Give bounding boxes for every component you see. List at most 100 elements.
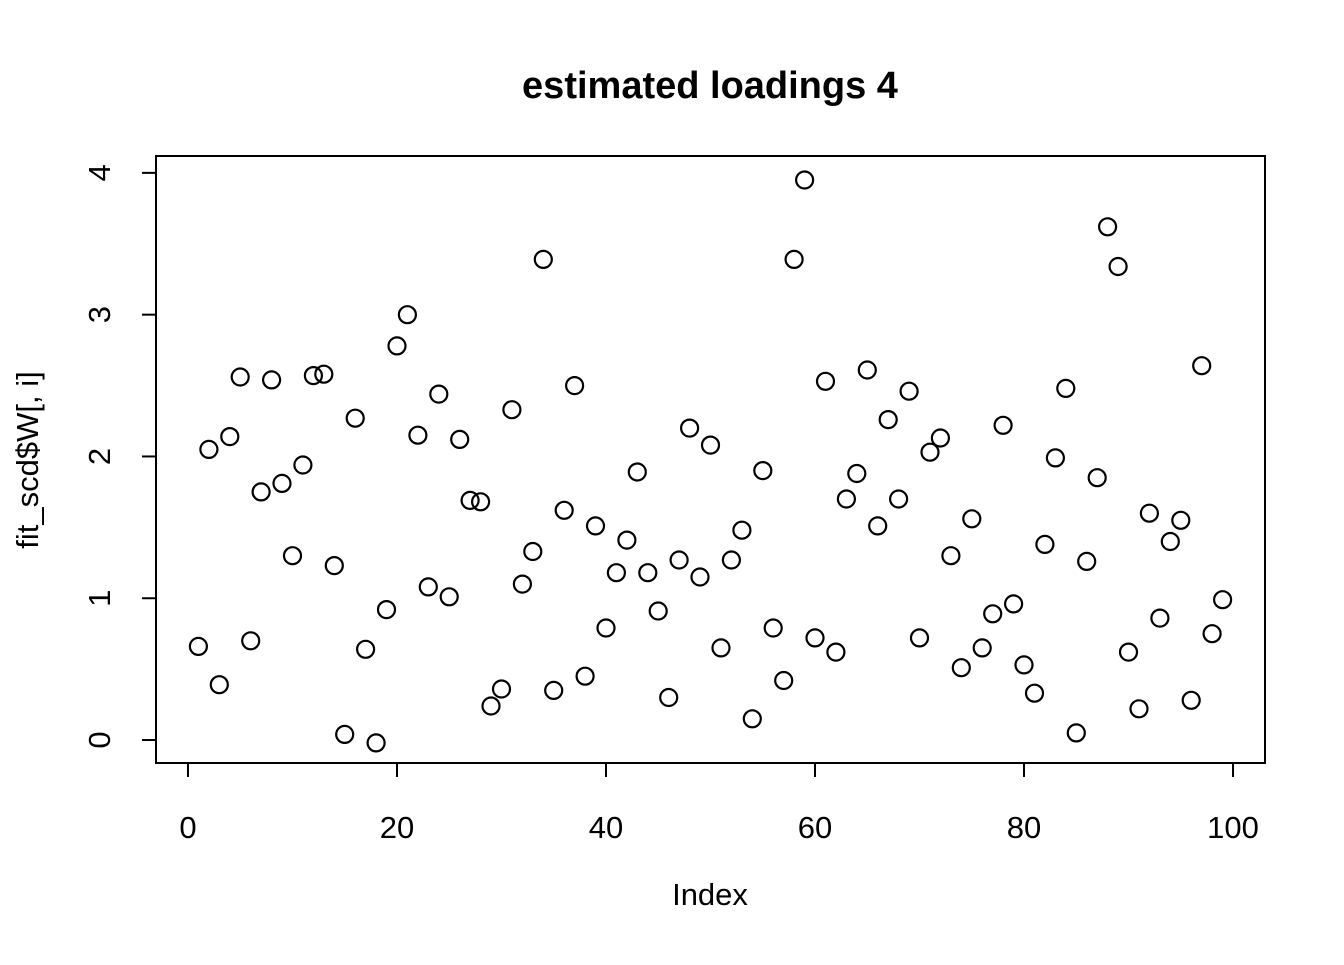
y-tick-label: 4 <box>82 164 117 181</box>
data-point <box>564 376 585 396</box>
data-point <box>1118 642 1139 662</box>
data-point <box>1003 594 1024 614</box>
data-point <box>868 516 888 536</box>
data-point <box>1202 624 1222 644</box>
data-point <box>575 666 595 686</box>
data-point <box>1077 551 1097 572</box>
data-point <box>669 550 689 570</box>
data-point <box>460 490 480 510</box>
data-point <box>742 709 762 729</box>
x-tick-label: 0 <box>179 810 196 845</box>
data-point <box>450 429 470 449</box>
y-axis-tick-labels: 0 1 2 3 4 <box>82 164 117 748</box>
data-point <box>690 567 710 587</box>
x-tick-label: 20 <box>380 810 414 845</box>
data-point <box>314 364 334 384</box>
data-point <box>993 415 1013 435</box>
data-point <box>356 639 376 659</box>
data-point <box>439 587 459 607</box>
data-point <box>1139 503 1160 523</box>
data-point <box>209 675 229 695</box>
y-axis-ticks <box>142 171 156 742</box>
y-axis-label: fit_scd$W[, i] <box>10 371 45 548</box>
data-point <box>1150 608 1170 628</box>
data-point <box>909 628 930 648</box>
data-point <box>1087 468 1107 488</box>
data-point <box>1066 723 1086 743</box>
data-point <box>1212 590 1233 610</box>
data-point <box>293 455 313 475</box>
data-point <box>732 520 752 540</box>
data-point <box>648 601 668 621</box>
data-point <box>700 435 721 455</box>
data-point <box>1056 378 1076 398</box>
data-point <box>303 366 323 386</box>
data-point <box>784 249 804 269</box>
data-point <box>899 381 919 401</box>
data-point <box>596 618 616 638</box>
data-point <box>345 408 365 428</box>
data-point <box>857 360 877 380</box>
data-point <box>805 628 825 648</box>
data-point <box>951 658 971 678</box>
data-point <box>366 733 386 753</box>
data-point <box>962 509 982 529</box>
data-point <box>335 724 355 745</box>
y-tick-label: 2 <box>82 448 117 465</box>
data-point <box>794 170 815 190</box>
data-point <box>983 604 1003 624</box>
data-point <box>627 462 647 482</box>
data-point <box>376 599 397 620</box>
data-point <box>418 577 438 597</box>
data-point <box>888 489 909 509</box>
data-point <box>606 563 627 583</box>
data-point <box>711 638 731 658</box>
x-axis-ticks <box>186 763 1235 777</box>
data-point <box>972 638 992 658</box>
data-point <box>826 642 846 662</box>
data-point <box>408 425 428 445</box>
data-point <box>930 428 951 448</box>
data-point <box>544 680 564 701</box>
data-point <box>659 687 679 708</box>
data-point <box>774 670 794 691</box>
x-axis-label: Index <box>672 877 748 912</box>
data-point <box>387 336 407 356</box>
data-point <box>847 463 867 484</box>
data-point <box>1108 256 1128 277</box>
data-point <box>638 563 658 583</box>
x-tick-label: 100 <box>1207 810 1259 845</box>
data-point <box>1097 217 1118 237</box>
x-tick-label: 40 <box>589 810 623 845</box>
data-point <box>554 500 574 520</box>
data-point <box>429 384 449 404</box>
data-point <box>679 418 700 438</box>
data-point <box>1129 699 1149 719</box>
data-point <box>397 305 417 325</box>
x-tick-label: 60 <box>798 810 832 845</box>
y-tick-label: 0 <box>82 731 117 748</box>
data-point <box>220 427 240 447</box>
data-point <box>533 249 553 269</box>
data-point <box>1045 448 1066 468</box>
data-point <box>1192 356 1212 376</box>
data-point <box>585 516 606 536</box>
data-point <box>920 442 940 462</box>
data-point <box>763 618 783 638</box>
plot-box <box>155 155 1266 764</box>
data-point <box>1171 510 1191 530</box>
data-point <box>836 489 857 509</box>
x-axis-tick-labels: 0 20 40 60 80 100 <box>179 810 1259 845</box>
data-point <box>1181 690 1201 710</box>
data-point <box>941 546 961 566</box>
data-point <box>502 400 522 420</box>
data-point <box>1160 531 1180 552</box>
data-point <box>188 636 208 657</box>
data-point <box>282 546 303 566</box>
y-tick-label: 3 <box>82 306 117 323</box>
data-point <box>815 371 836 391</box>
data-point <box>523 541 543 562</box>
data-point <box>753 461 773 481</box>
data-point <box>1035 534 1055 555</box>
